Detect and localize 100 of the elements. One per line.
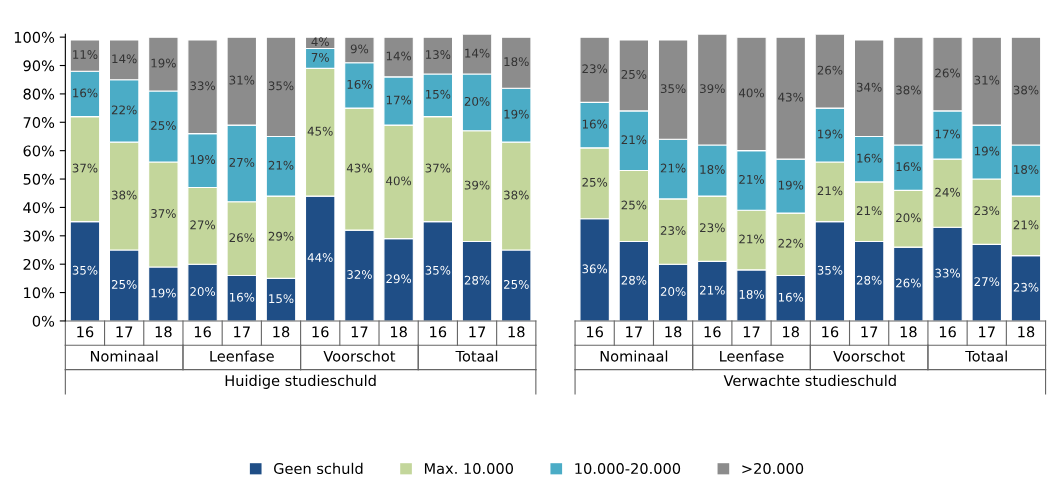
data-label: 29% xyxy=(268,231,294,241)
data-label: 21% xyxy=(700,285,725,295)
data-label: 33% xyxy=(190,81,216,91)
data-label: 35% xyxy=(817,265,843,275)
data-label: 19% xyxy=(504,109,529,119)
data-label: 20% xyxy=(896,213,921,223)
x-tick-label: 16 xyxy=(77,326,94,338)
data-label: 19% xyxy=(151,288,176,298)
data-label: 24% xyxy=(935,187,961,197)
data-label: 17% xyxy=(935,129,961,139)
x-tick-label: 17 xyxy=(116,326,133,338)
data-label: 14% xyxy=(112,54,137,64)
data-label: 37% xyxy=(151,209,176,218)
data-label: 26% xyxy=(935,68,961,78)
data-label: 19% xyxy=(151,58,176,68)
legend-label: 10.000-20.000 xyxy=(575,463,681,475)
data-label: 16% xyxy=(896,162,921,172)
x-tick-label: 17 xyxy=(234,326,250,338)
data-label: 20% xyxy=(190,287,216,296)
data-label: 26% xyxy=(229,233,255,243)
data-label: 39% xyxy=(464,180,490,190)
text: Voorschot xyxy=(833,350,905,362)
text: Leenfase xyxy=(210,350,274,362)
data-label: 16% xyxy=(347,79,372,89)
x-tick-label: 18 xyxy=(273,326,290,338)
data-label: 38% xyxy=(111,190,137,200)
data-label: 23% xyxy=(582,64,608,74)
data-label: 4% xyxy=(311,37,329,47)
data-label: 38% xyxy=(896,85,921,95)
data-label: 16% xyxy=(778,292,804,302)
data-label: 19% xyxy=(190,155,216,165)
y-tick-label: 90% xyxy=(23,60,55,72)
legend-label: Geen schuld xyxy=(274,462,363,475)
data-label: 39% xyxy=(700,84,725,94)
y-tick-label: 30% xyxy=(23,230,55,242)
data-label: 35% xyxy=(660,84,686,94)
data-label: 19% xyxy=(778,180,804,190)
x-tick-label: 18 xyxy=(155,326,172,338)
data-label: 32% xyxy=(347,270,372,279)
data-label: 27% xyxy=(190,220,216,230)
data-label: 23% xyxy=(660,226,686,235)
data-label: 18% xyxy=(504,57,529,67)
data-label: 22% xyxy=(111,105,137,115)
x-tick-label: 16 xyxy=(704,326,721,338)
y-tick-label: 60% xyxy=(23,145,55,157)
data-label: 13% xyxy=(426,50,451,60)
data-label: 29% xyxy=(386,274,412,284)
data-label: 35% xyxy=(268,81,294,91)
data-label: 28% xyxy=(464,275,490,285)
x-tick-label: 16 xyxy=(430,326,447,338)
data-label: 36% xyxy=(582,264,608,274)
x-tick-label: 17 xyxy=(743,326,760,338)
text: Verwachte studieschuld xyxy=(723,374,896,387)
data-label: 21% xyxy=(817,186,843,196)
data-label: 18% xyxy=(700,165,725,174)
data-label: 22% xyxy=(778,238,804,248)
data-label: 21% xyxy=(621,135,647,145)
data-label: 15% xyxy=(426,89,451,99)
x-tick-label: 16 xyxy=(822,326,839,338)
data-label: 43% xyxy=(778,92,804,102)
data-label: 31% xyxy=(974,75,1000,85)
data-label: 25% xyxy=(582,177,608,187)
data-label: 45% xyxy=(307,126,333,136)
data-label: 35% xyxy=(425,265,451,275)
x-tick-label: 17 xyxy=(626,326,642,338)
data-label: 23% xyxy=(974,206,1000,216)
data-label: 23% xyxy=(700,223,725,233)
data-label: 44% xyxy=(307,253,333,262)
data-label: 17% xyxy=(386,95,412,105)
data-label: 11% xyxy=(73,50,98,60)
data-label: 27% xyxy=(229,157,255,167)
data-label: 35% xyxy=(72,265,98,275)
data-label: 21% xyxy=(739,174,764,184)
y-tick-label: 80% xyxy=(23,88,55,100)
data-label: 25% xyxy=(503,279,529,289)
text: Nominaal xyxy=(90,350,158,362)
legend-label: Max. 10.000 xyxy=(424,463,514,475)
x-tick-label: 18 xyxy=(390,326,407,338)
data-label: 14% xyxy=(386,51,412,61)
data-label: 14% xyxy=(465,48,490,58)
x-tick-label: 17 xyxy=(351,326,368,338)
data-label: 38% xyxy=(1013,85,1039,95)
y-tick-label: 50% xyxy=(23,173,55,185)
data-label: 34% xyxy=(856,82,882,92)
data-label: 18% xyxy=(739,289,764,299)
x-tick-label: 18 xyxy=(900,326,917,338)
data-label: 23% xyxy=(1013,282,1039,292)
y-tick-label: 20% xyxy=(23,258,55,270)
data-label: 18% xyxy=(1014,165,1039,174)
data-label: 37% xyxy=(425,163,451,173)
x-tick-label: 18 xyxy=(783,326,799,338)
data-label: 16% xyxy=(582,119,608,129)
x-tick-label: 18 xyxy=(665,326,682,338)
x-tick-label: 18 xyxy=(508,326,525,338)
data-label: 37% xyxy=(72,163,98,173)
text: Nominaal xyxy=(600,350,668,362)
text: Voorschot xyxy=(323,350,396,362)
text: Totaal xyxy=(455,350,498,362)
x-tick-label: 16 xyxy=(194,326,211,338)
data-label: 21% xyxy=(1013,220,1039,230)
